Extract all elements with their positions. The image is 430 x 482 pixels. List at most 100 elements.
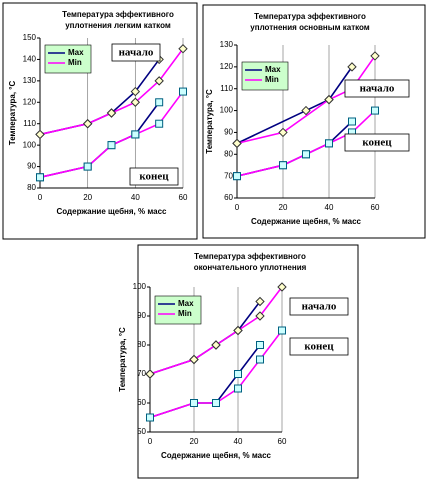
- annotation: конец: [362, 137, 392, 149]
- y-tick-label: 60: [137, 398, 146, 407]
- x-axis-label: Содержание щебня, % масс: [251, 217, 362, 226]
- y-tick-label: 90: [137, 311, 146, 320]
- point: [131, 130, 140, 139]
- series-line: [39, 101, 160, 179]
- y-tick-label: 70: [224, 171, 233, 180]
- point: [302, 150, 310, 159]
- annotation-box: [289, 297, 349, 316]
- point: [277, 282, 287, 292]
- point: [233, 325, 243, 336]
- x-tick-label: 60: [278, 437, 287, 446]
- legend: [44, 44, 92, 74]
- point: [130, 86, 141, 97]
- point: [107, 141, 116, 150]
- y-tick-label: 100: [23, 140, 37, 149]
- point: [212, 399, 220, 407]
- legend-label: Max: [178, 299, 194, 308]
- y-tick-label: 90: [27, 162, 36, 171]
- legend: [154, 295, 202, 325]
- y-axis-label: Температура, °С: [205, 89, 214, 154]
- point: [36, 173, 44, 182]
- point: [211, 340, 221, 350]
- y-tick-label: 100: [220, 106, 234, 115]
- point: [256, 355, 264, 364]
- point: [278, 326, 286, 335]
- point: [83, 162, 92, 171]
- point: [155, 119, 164, 128]
- y-tick-label: 60: [224, 193, 233, 202]
- point: [233, 172, 241, 181]
- point: [255, 296, 265, 307]
- annotation-box: [111, 43, 161, 62]
- y-tick-label: 80: [27, 183, 36, 192]
- chart-title: уплотнения основным катком: [250, 23, 370, 32]
- point: [35, 129, 45, 140]
- x-tick-label: 60: [371, 203, 380, 212]
- y-tick-label: 90: [224, 128, 233, 137]
- legend-label: Max: [265, 65, 281, 74]
- annotation-box: [289, 337, 349, 356]
- point: [347, 62, 357, 72]
- x-tick-label: 0: [235, 203, 240, 212]
- point: [371, 106, 379, 115]
- series-line: [39, 48, 184, 136]
- point: [348, 117, 356, 126]
- point: [278, 127, 288, 138]
- point: [255, 311, 265, 321]
- y-tick-label: 80: [224, 149, 233, 158]
- point: [189, 354, 199, 365]
- point: [155, 98, 164, 107]
- annotation-box: [344, 79, 410, 98]
- x-axis-label: Содержание щебня, % масс: [57, 207, 168, 216]
- y-tick-label: 120: [23, 97, 37, 106]
- x-tick-label: 20: [279, 203, 288, 212]
- panel: [202, 4, 426, 239]
- annotation: начало: [119, 47, 154, 59]
- x-tick-label: 40: [131, 193, 140, 202]
- point: [146, 413, 154, 422]
- y-tick-label: 100: [133, 282, 147, 291]
- annotation-box: [129, 167, 179, 186]
- y-tick-label: 50: [137, 427, 146, 436]
- point: [256, 341, 264, 349]
- series-line: [149, 330, 283, 419]
- y-tick-label: 130: [220, 40, 234, 49]
- chart-title: Температура эффективного: [194, 252, 306, 261]
- point: [190, 399, 198, 407]
- chart-title: Температура эффективного: [254, 12, 366, 21]
- y-tick-label: 110: [220, 84, 233, 93]
- chart-title: окончательного уплотнения: [194, 263, 307, 272]
- point: [130, 97, 141, 107]
- y-tick-label: 150: [23, 33, 37, 42]
- point: [234, 370, 242, 378]
- annotation-box: [344, 133, 410, 152]
- series-line: [236, 66, 353, 145]
- point: [145, 369, 155, 379]
- point: [279, 161, 287, 170]
- panel: [2, 2, 198, 240]
- y-axis-label: Температура, °С: [8, 80, 17, 145]
- annotation: начало: [360, 83, 395, 95]
- x-tick-label: 40: [234, 437, 243, 446]
- x-tick-label: 20: [190, 437, 199, 446]
- annotation: конец: [304, 341, 334, 353]
- y-tick-label: 120: [220, 62, 234, 71]
- point: [234, 384, 242, 393]
- panel: [137, 244, 359, 479]
- point: [370, 51, 380, 61]
- series-line: [236, 120, 353, 177]
- x-axis-label: Содержание щебня, % масс: [161, 451, 272, 460]
- point: [106, 108, 117, 118]
- series-line: [39, 91, 184, 179]
- point: [179, 87, 187, 96]
- y-tick-label: 130: [23, 76, 37, 85]
- x-tick-label: 40: [325, 203, 334, 212]
- y-tick-label: 110: [23, 119, 36, 128]
- legend: [241, 61, 289, 91]
- y-axis-label: Температура, °С: [118, 327, 127, 392]
- chart-title: уплотнения легким катком: [65, 21, 171, 30]
- point: [301, 105, 311, 116]
- legend-label: Min: [265, 75, 279, 84]
- chart-title: Температура эффективного: [62, 10, 174, 19]
